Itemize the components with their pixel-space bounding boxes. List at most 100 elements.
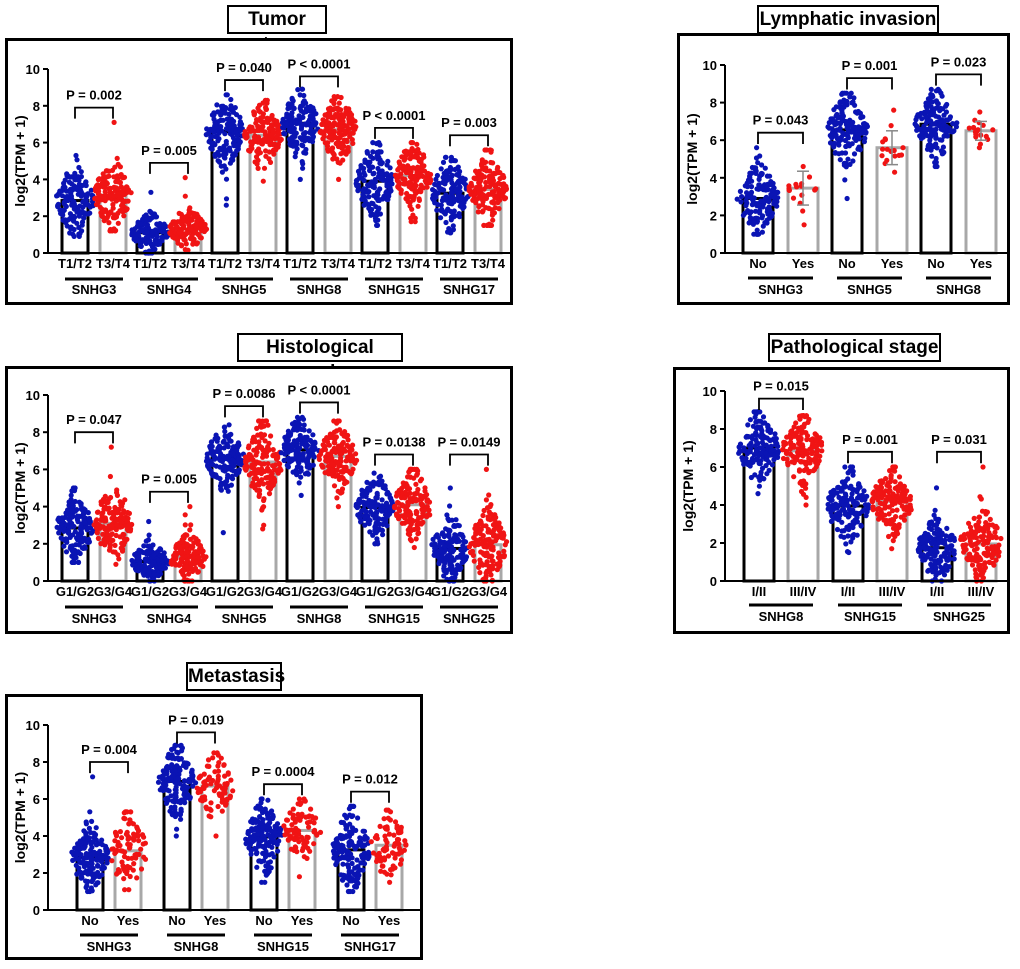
data-point <box>466 188 472 194</box>
data-point <box>806 174 813 180</box>
data-point <box>77 203 83 209</box>
data-point <box>414 471 420 477</box>
panel-lymphatic-invasion: log2(TPM + 1) 0 2 4 6 8 10 No Yes P = 0.043 SNHG3 N… <box>677 33 1010 305</box>
data-point <box>264 100 270 106</box>
data-point <box>489 199 495 205</box>
data-point <box>494 567 500 573</box>
data-point <box>220 103 226 109</box>
data-point <box>148 210 154 216</box>
data-point <box>851 151 858 157</box>
data-point <box>95 535 101 541</box>
data-point <box>237 122 243 128</box>
y-tick-label: 8 <box>33 99 40 114</box>
data-point <box>335 159 341 165</box>
data-point <box>843 143 849 149</box>
data-point <box>751 216 757 222</box>
data-point <box>220 530 226 536</box>
data-point <box>341 143 347 149</box>
data-point <box>740 212 746 218</box>
data-point <box>117 534 123 540</box>
data-point <box>169 561 176 567</box>
data-point <box>301 98 307 104</box>
data-point <box>932 163 938 170</box>
data-point <box>500 535 506 541</box>
data-point <box>460 205 466 211</box>
x-tick-label: T1/T2 <box>208 256 242 271</box>
data-point <box>298 492 304 498</box>
data-point <box>260 178 266 184</box>
y-tick-label: 6 <box>33 136 40 151</box>
data-point <box>151 552 157 558</box>
data-point <box>760 414 767 420</box>
data-point <box>161 225 167 231</box>
data-point <box>82 520 88 526</box>
data-point <box>340 119 346 125</box>
data-point <box>294 146 300 152</box>
data-point <box>336 418 342 424</box>
data-point <box>71 551 77 557</box>
data-point <box>353 178 360 184</box>
data-point <box>64 194 70 200</box>
data-point <box>407 495 413 502</box>
data-point <box>384 171 390 177</box>
data-point <box>843 541 849 547</box>
data-point <box>791 474 797 480</box>
data-point <box>943 103 949 109</box>
data-point <box>769 447 775 453</box>
p-value-label: P = 0.015 <box>753 379 809 394</box>
data-point <box>250 480 256 486</box>
data-point <box>793 420 799 426</box>
data-point <box>205 462 211 468</box>
data-point <box>77 550 83 557</box>
data-point <box>217 457 223 463</box>
data-point <box>82 198 88 204</box>
data-point <box>892 169 898 175</box>
data-point <box>345 468 351 474</box>
data-point <box>475 539 481 546</box>
data-point <box>928 86 934 92</box>
data-point <box>187 527 193 533</box>
data-point <box>254 127 260 133</box>
data-point <box>72 498 78 505</box>
data-point <box>842 137 848 144</box>
data-point <box>176 230 182 236</box>
data-point <box>348 112 355 118</box>
data-point <box>85 510 91 516</box>
data-point <box>273 462 279 468</box>
data-point <box>102 189 108 195</box>
data-point <box>349 447 355 453</box>
data-point <box>449 570 455 576</box>
data-point <box>488 502 494 508</box>
data-point <box>842 483 849 489</box>
data-point <box>350 442 356 448</box>
data-point <box>813 186 819 192</box>
data-point <box>119 190 126 196</box>
data-point <box>329 448 336 454</box>
data-point <box>112 508 118 514</box>
data-point <box>780 447 786 453</box>
data-point <box>242 129 248 135</box>
data-point <box>114 489 120 496</box>
data-point <box>892 153 898 159</box>
data-point <box>299 441 305 447</box>
data-point <box>495 554 502 561</box>
data-point <box>445 206 451 212</box>
data-point <box>115 220 121 226</box>
data-point <box>743 434 749 440</box>
x-tick-label: G3/G4 <box>394 584 433 599</box>
data-point <box>491 532 497 538</box>
data-point <box>384 502 390 509</box>
data-point <box>880 146 886 152</box>
data-point <box>111 119 117 125</box>
data-point <box>807 468 813 474</box>
data-point <box>376 474 382 480</box>
gene-label: SNHG4 <box>147 611 193 626</box>
data-point <box>113 561 119 567</box>
data-point <box>486 173 492 179</box>
data-point <box>755 160 761 166</box>
panel-tumor-stage: log2(TPM + 1) 0 2 4 6 8 10 T1/T2 T3/T4 P = 0.002 S… <box>5 38 513 305</box>
data-point <box>338 123 344 129</box>
data-point <box>762 434 768 441</box>
data-point <box>212 121 218 127</box>
y-tick-label: 8 <box>710 96 717 111</box>
